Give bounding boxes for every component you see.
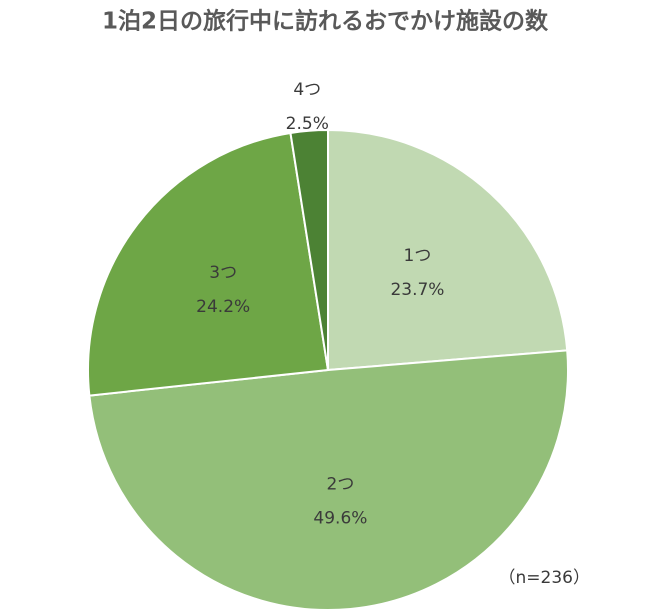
slice-value-label: 24.2% [196, 297, 250, 317]
slice-value-label: 2.5% [286, 114, 329, 134]
chart-title: 1泊2日の旅行中に訪れるおでかけ施設の数 [102, 8, 549, 35]
slice-value-label: 49.6% [313, 508, 367, 528]
slice-category-label: 4つ [293, 80, 321, 100]
annotation: （n=236） [499, 568, 590, 588]
pie-slice [327, 128, 569, 372]
slice-category-label: 2つ [327, 474, 355, 494]
pie-slice [289, 128, 329, 371]
pie-slice [87, 131, 330, 397]
slice-category-label: 3つ [209, 263, 237, 283]
slice-value-label: 23.7% [390, 280, 444, 300]
pie-slice [88, 349, 569, 611]
slice-category-label: 1つ [404, 246, 432, 266]
